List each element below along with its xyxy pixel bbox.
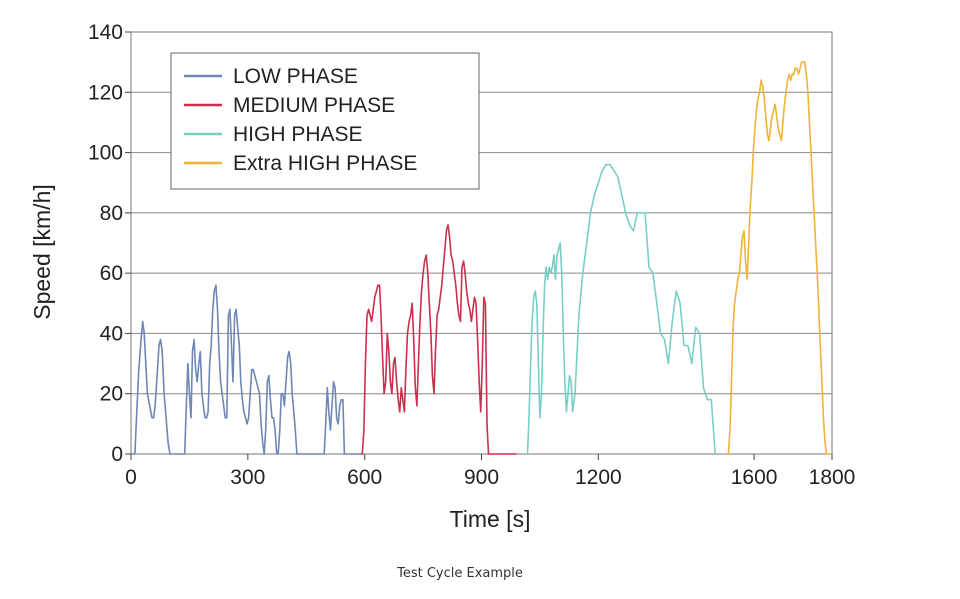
- series-line-4: [726, 61, 832, 455]
- x-tick-label: 1800: [809, 466, 856, 489]
- y-axis-title: Speed [km/h]: [29, 184, 55, 320]
- legend-box: [170, 52, 480, 190]
- y-tick-label: 0: [111, 443, 123, 466]
- y-tick-label: 80: [100, 202, 123, 225]
- legend-label: MEDIUM PHASE: [233, 94, 395, 117]
- x-tick-label: 1200: [575, 466, 622, 489]
- x-axis-ticks: 0 300 600 900 1200 1600 1800: [125, 454, 855, 489]
- series-line-2: [360, 224, 517, 455]
- x-tick-label: 300: [230, 466, 265, 489]
- y-tick-label: 20: [100, 383, 123, 406]
- y-tick-label: 140: [88, 21, 123, 44]
- x-tick-label: 600: [347, 466, 382, 489]
- x-tick-label: 900: [464, 466, 499, 489]
- y-tick-label: 60: [100, 262, 123, 285]
- x-tick-label: 1600: [731, 466, 778, 489]
- y-tick-label: 120: [88, 81, 123, 104]
- x-tick-label: 0: [125, 466, 137, 489]
- legend-label: HIGH PHASE: [233, 123, 363, 146]
- legend: LOW PHASE MEDIUM PHASE HIGH PHASE Extra HIG…: [170, 52, 480, 190]
- series-layer: [131, 61, 832, 455]
- legend-label: LOW PHASE: [233, 65, 358, 88]
- series-line-3: [526, 163, 716, 455]
- x-axis-title: Time [s]: [450, 506, 531, 532]
- series-line-1: [131, 284, 361, 455]
- y-tick-label: 100: [88, 142, 123, 165]
- chart: 0 20 40 60 80 100 120 140 0 300 600 900 1200 1600 180…: [29, 21, 855, 532]
- figure-caption: Test Cycle Example: [397, 566, 523, 581]
- y-tick-label: 40: [100, 322, 123, 345]
- legend-label: Extra HIGH PHASE: [233, 152, 417, 175]
- y-axis-ticks: 0 20 40 60 80 100 120 140: [88, 21, 131, 466]
